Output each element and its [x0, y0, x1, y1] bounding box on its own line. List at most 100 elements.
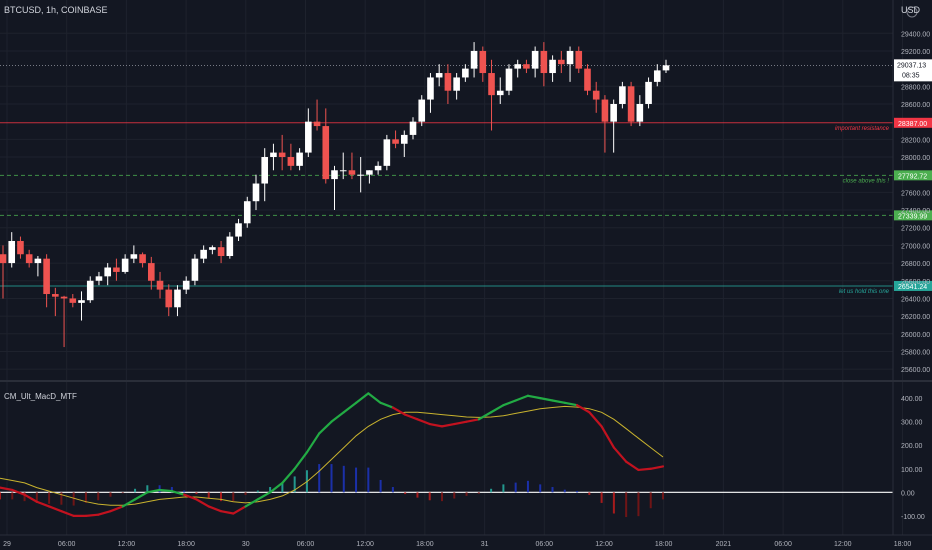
symbol-title[interactable]: BTCUSD, 1h, COINBASE	[4, 5, 108, 15]
candle[interactable]	[252, 174, 260, 211]
macd-line-segment[interactable]	[97, 510, 112, 516]
macd-line-segment[interactable]	[563, 401, 579, 407]
macd-line-segment[interactable]	[121, 498, 137, 508]
candle[interactable]	[235, 218, 242, 241]
candle[interactable]	[130, 245, 138, 264]
candle[interactable]	[540, 42, 548, 87]
candle[interactable]	[549, 55, 556, 82]
macd-line-segment[interactable]	[440, 422, 456, 428]
candle[interactable]	[95, 271, 103, 286]
candle[interactable]	[514, 59, 521, 78]
macd-line-segment[interactable]	[84, 513, 100, 517]
options-button[interactable]	[906, 6, 918, 18]
macd-line-segment[interactable]	[318, 420, 333, 435]
candle[interactable]	[60, 295, 68, 348]
candle[interactable]	[383, 134, 391, 171]
candle[interactable]	[462, 64, 469, 82]
macd-line-segment[interactable]	[11, 488, 26, 496]
macd-line-segment[interactable]	[526, 394, 542, 400]
candle[interactable]	[610, 99, 617, 153]
candle[interactable]	[331, 165, 338, 211]
macd-line-segment[interactable]	[490, 404, 505, 414]
indicator-name[interactable]: CM_Ult_MacD_MTF	[4, 392, 77, 401]
candle[interactable]	[566, 46, 574, 82]
macd-line-segment[interactable]	[281, 467, 296, 485]
current-price-tag[interactable]	[894, 59, 932, 82]
candle[interactable]	[322, 108, 330, 184]
macd-line-segment[interactable]	[305, 432, 321, 454]
candle[interactable]	[78, 291, 85, 321]
candle[interactable]	[592, 81, 600, 113]
macd-line-segment[interactable]	[146, 488, 161, 494]
candle[interactable]	[86, 276, 94, 303]
candle[interactable]	[558, 50, 565, 74]
candle[interactable]	[584, 64, 591, 96]
candle[interactable]	[575, 46, 583, 74]
candle[interactable]	[8, 232, 16, 268]
macd-line-segment[interactable]	[35, 500, 51, 508]
candle[interactable]	[305, 108, 312, 158]
macd-line-segment[interactable]	[48, 505, 63, 513]
signal-line[interactable]	[0, 405, 664, 506]
macd-line-segment[interactable]	[207, 505, 223, 513]
candle[interactable]	[479, 46, 487, 82]
candle[interactable]	[182, 276, 190, 295]
macd-line-segment[interactable]	[133, 491, 149, 501]
macd-line-segment[interactable]	[183, 493, 198, 501]
macd-line-segment[interactable]	[600, 425, 615, 449]
candles[interactable]	[0, 42, 670, 348]
candle[interactable]	[69, 294, 77, 308]
level-line-group[interactable]: 27339.99	[0, 210, 932, 221]
macd-line-segment[interactable]	[649, 465, 665, 470]
macd-line-segment[interactable]	[293, 451, 309, 470]
candle[interactable]	[488, 59, 495, 131]
candle[interactable]	[505, 64, 513, 96]
candle[interactable]	[296, 148, 303, 171]
macd-line-segment[interactable]	[219, 510, 235, 515]
macd-line-segment[interactable]	[170, 490, 186, 496]
candle[interactable]	[339, 152, 347, 180]
macd-line-segment[interactable]	[342, 401, 358, 414]
candle[interactable]	[43, 254, 50, 308]
macd-line-segment[interactable]	[109, 505, 124, 513]
gear-icon[interactable]	[906, 6, 918, 18]
macd-line-segment[interactable]	[330, 411, 345, 423]
candle[interactable]	[52, 287, 59, 317]
candle[interactable]	[104, 263, 111, 286]
macd-line-segment[interactable]	[60, 510, 75, 517]
macd-line-segment[interactable]	[367, 392, 382, 404]
macd-line-segment[interactable]	[575, 404, 591, 414]
macd-line-segment[interactable]	[23, 493, 38, 503]
macd-line-segment[interactable]	[539, 397, 554, 402]
candle[interactable]	[191, 254, 199, 286]
macd-panel[interactable]	[0, 392, 893, 518]
candle[interactable]	[261, 148, 269, 202]
candle[interactable]	[653, 64, 661, 87]
candle[interactable]	[278, 134, 286, 171]
candle[interactable]	[313, 99, 321, 131]
candle[interactable]	[531, 46, 539, 78]
macd-line-segment[interactable]	[453, 420, 468, 426]
candle[interactable]	[470, 42, 478, 78]
candle[interactable]	[148, 256, 155, 290]
macd-line-segment[interactable]	[465, 418, 480, 423]
macd-line-segment[interactable]	[428, 422, 444, 428]
candle[interactable]	[418, 95, 426, 127]
candle[interactable]	[453, 73, 460, 100]
level-line-group[interactable]: close above this ! 27792.72	[0, 170, 932, 184]
candle[interactable]	[366, 170, 373, 184]
candle[interactable]	[174, 285, 181, 317]
level-line-group[interactable]: let us hold this one 26541.24	[0, 280, 932, 295]
candle[interactable]	[113, 258, 120, 281]
macd-line-segment[interactable]	[588, 411, 603, 428]
candle[interactable]	[636, 95, 644, 127]
candle[interactable]	[619, 81, 626, 109]
candle[interactable]	[409, 117, 417, 140]
candle[interactable]	[0, 245, 7, 299]
macd-line-segment[interactable]	[256, 491, 272, 501]
candle[interactable]	[496, 77, 504, 104]
macd-line-segment[interactable]	[0, 486, 14, 492]
candle[interactable]	[121, 254, 129, 274]
candle[interactable]	[374, 161, 382, 175]
